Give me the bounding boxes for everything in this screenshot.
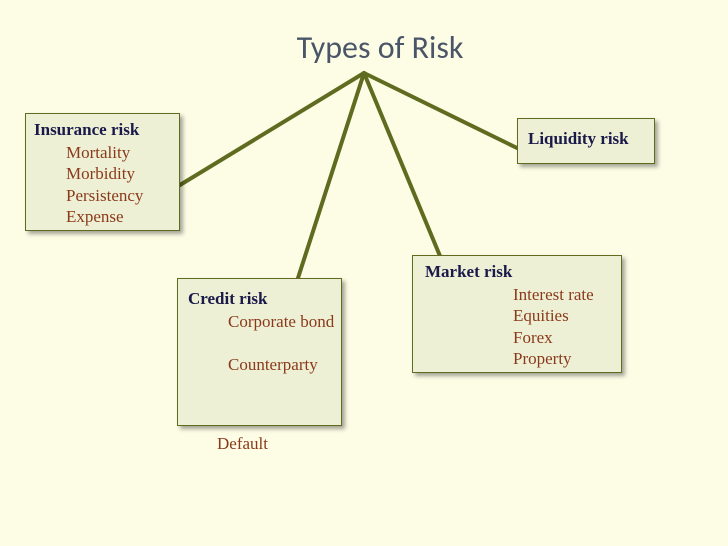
box-insurance-title: Insurance risk: [34, 120, 179, 140]
line-market: [364, 73, 440, 256]
list-item: Property: [513, 348, 621, 369]
box-market-title: Market risk: [425, 262, 621, 282]
list-item: Equities: [513, 305, 621, 326]
list-item: Morbidity: [66, 163, 179, 184]
box-market: Market risk Interest rate Equities Forex…: [412, 255, 622, 373]
list-item: Counterparty: [228, 354, 341, 375]
list-item: Corporate bond: [228, 311, 341, 332]
list-item: Interest rate: [513, 284, 621, 305]
slide-title: Types of Risk: [270, 28, 490, 67]
line-credit: [298, 73, 364, 278]
box-credit-title: Credit risk: [188, 289, 341, 309]
box-insurance-items: Mortality Morbidity Persistency Expense: [66, 142, 179, 227]
box-credit-items: Corporate bond Counterparty: [228, 311, 341, 375]
external-default-text: Default: [217, 434, 268, 454]
box-market-items: Interest rate Equities Forex Property: [513, 284, 621, 369]
line-insurance: [180, 73, 364, 185]
box-liquidity: Liquidity risk: [517, 118, 655, 164]
list-item: Expense: [66, 206, 179, 227]
line-liquidity: [364, 73, 517, 148]
list-item: Mortality: [66, 142, 179, 163]
box-credit: Credit risk Corporate bond Counterparty: [177, 278, 342, 426]
list-item: Forex: [513, 327, 621, 348]
box-insurance: Insurance risk Mortality Morbidity Persi…: [25, 113, 180, 231]
list-item: Persistency: [66, 185, 179, 206]
box-liquidity-title: Liquidity risk: [528, 129, 654, 149]
list-item: [228, 332, 341, 353]
